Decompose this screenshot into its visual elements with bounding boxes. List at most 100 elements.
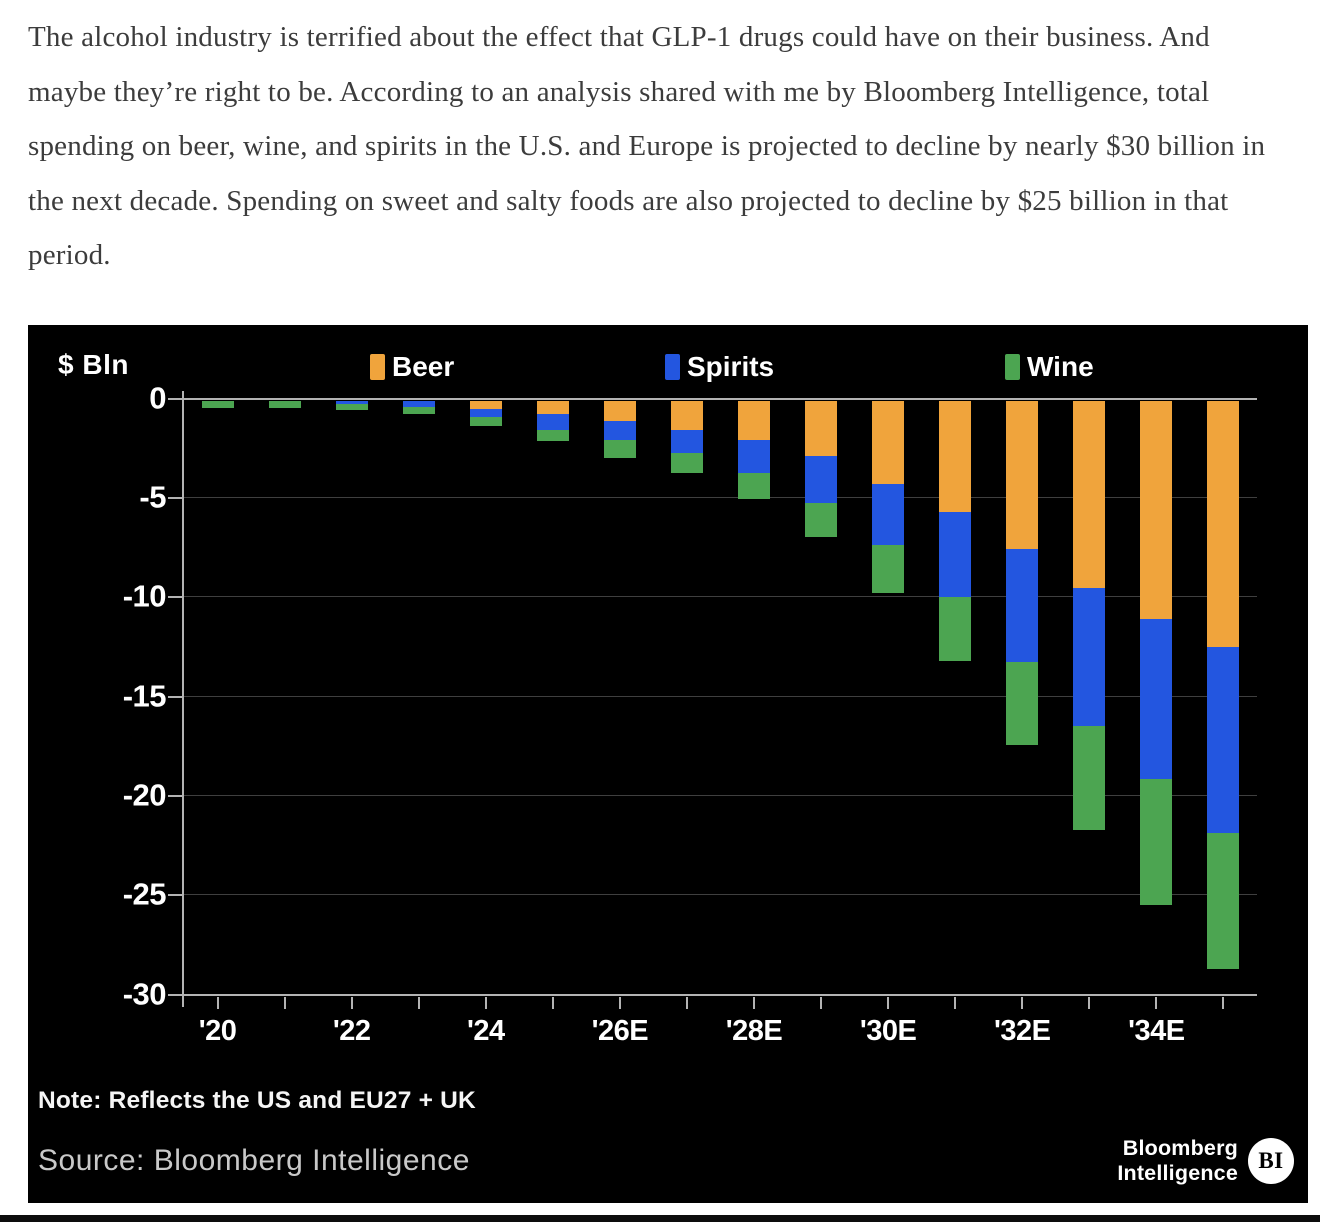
bar-26E [586,400,653,995]
x-tick-cell [586,996,653,1009]
gridline--20 [184,794,1257,796]
x-tick-label-35E [1190,1015,1257,1048]
article-paragraph: The alcohol industry is terrified about … [28,21,1266,271]
logo-line-1: Bloomberg [1122,1136,1238,1161]
y-tick-label-0: 0 [149,379,166,415]
legend-label-spirits: Spirits [687,350,775,382]
bar-segment-wine [469,417,502,427]
bar-34E [1123,400,1190,995]
bar-segment-beer [1140,400,1173,619]
gridline--30 [184,993,1257,996]
bar-segment-beer [939,400,972,512]
bar-segment-wine [1073,726,1106,830]
y-tick-label--25: -25 [122,876,167,912]
x-tick-label-22: '22 [332,1014,371,1047]
bar-segment-wine [268,400,301,409]
bar-segment-beer [1006,400,1039,549]
legend-item-wine: Wine [1005,351,1094,383]
y-tick-label--10: -10 [122,578,167,614]
bar-segment-beer [670,400,703,431]
x-axis-ticks [184,996,1257,1009]
y-tick-label--30: -30 [122,975,167,1011]
x-tick-cell [721,996,788,1009]
gridline-0 [184,397,1257,400]
legend-label-wine: Wine [1027,350,1094,382]
bar-segment-beer [1073,400,1106,589]
bar-23 [385,400,452,995]
y-axis-line [182,390,184,1007]
bar-segment-wine [335,403,368,410]
bar-21 [251,400,318,995]
bottom-divider [0,1214,1320,1222]
bar-segment-beer [536,400,569,415]
bar-segment-spirits [738,440,771,473]
bloomberg-intelligence-logo-text: Bloomberg Intelligence [1117,1136,1238,1184]
bar-segment-wine [805,502,838,537]
x-axis-labels: '20 '22 '24 '26E '28E '30E '32E '34E [184,1015,1257,1048]
x-tick-label-29E [788,1015,855,1048]
x-tick-cell [1123,996,1190,1009]
x-tick-label-20: '20 [198,1014,237,1047]
bar-33E [1056,400,1123,995]
x-tick-cell [519,996,586,1009]
x-tick-cell [855,996,922,1009]
bar-segment-wine [670,453,703,473]
article-page: The alcohol industry is terrified about … [0,10,1320,1222]
bar-30E [855,400,922,995]
y-tick--30 [168,993,182,996]
chart-source: Source: Bloomberg Intelligence [38,1143,470,1177]
x-tick-cell [184,996,251,1009]
x-tick [551,996,554,1009]
x-tick [484,996,487,1009]
bar-segment-wine [1207,832,1240,969]
bar-segment-spirits [1006,548,1039,662]
x-tick-cell [318,996,385,1009]
legend-item-beer: Beer [370,351,454,383]
y-tick--25 [168,894,182,897]
gridline--10 [184,596,1257,598]
bar-segment-wine [872,545,905,594]
x-tick-cell [385,996,452,1009]
x-tick-label-24: '24 [466,1014,505,1047]
bars-container [184,400,1257,995]
bar-20 [184,400,251,995]
x-tick-cell [452,996,519,1009]
bar-segment-wine [603,440,636,459]
bar-segment-wine [402,406,435,414]
bar-32E [989,400,1056,995]
bar-segment-spirits [469,409,502,418]
legend-swatch-beer-icon [370,353,385,380]
y-tick-label--20: -20 [122,777,167,813]
bar-segment-spirits [1073,588,1106,727]
x-tick [1155,996,1158,1009]
bar-segment-spirits [1207,646,1240,833]
legend-item-spirits: Spirits [665,351,774,383]
bar-segment-spirits [939,511,972,598]
y-axis-unit-label: $ Bln [58,348,129,380]
bar-segment-spirits [402,400,435,407]
x-tick [1222,996,1225,1009]
bar-29E [788,400,855,995]
source-row: Source: Bloomberg Intelligence Bloomberg… [38,1131,1294,1191]
bar-segment-wine [1140,778,1173,906]
bar-segment-spirits [805,456,838,503]
chart-note: Note: Reflects the US and EU27 + UK [38,1086,476,1114]
x-tick-label-23 [385,1015,452,1048]
bar-segment-spirits [335,400,368,404]
bar-segment-beer [872,400,905,484]
logo-line-2: Intelligence [1117,1160,1238,1185]
x-tick [1021,996,1024,1009]
y-tick--20 [168,794,182,797]
bi-badge-icon: BI [1248,1137,1294,1184]
x-tick [417,996,420,1009]
bar-segment-wine [536,430,569,442]
x-tick-label-32E: '32E [994,1014,1051,1047]
bar-31E [922,400,989,995]
bloomberg-intelligence-logo: Bloomberg Intelligence BI [1117,1136,1294,1185]
bar-segment-wine [939,597,972,661]
bar-segment-wine [1006,661,1039,746]
x-tick-label-26E: '26E [591,1014,649,1047]
x-tick-cell [1190,996,1257,1009]
x-tick-label-33E [1056,1015,1123,1048]
x-tick-label-21 [251,1015,318,1048]
